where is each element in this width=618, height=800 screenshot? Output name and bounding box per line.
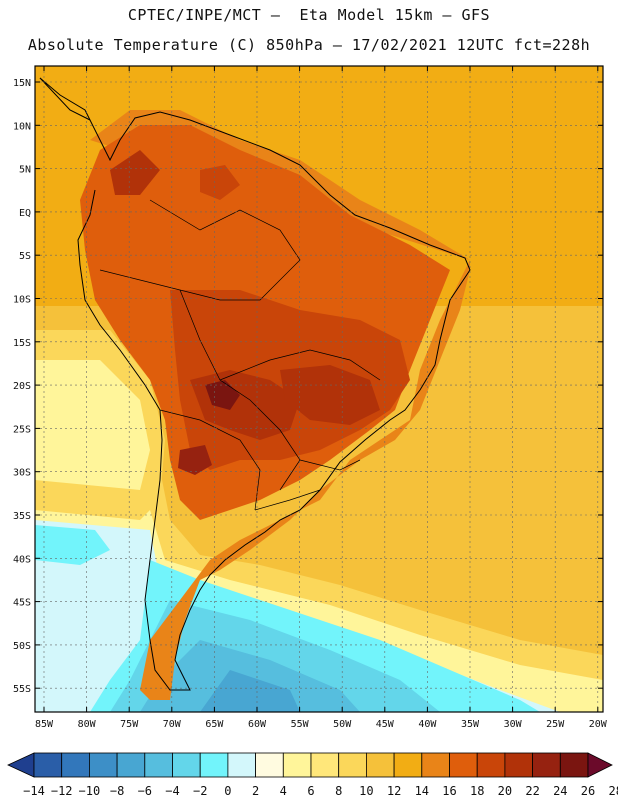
longitude-labels: 85W 80W 75W 70W 65W 60W 55W 50W 45W 40W 35W 30W 25W 2… — [35, 719, 608, 730]
lat-label: 55S — [13, 684, 31, 695]
lon-label: 80W — [78, 719, 97, 730]
colorbar-label: 2 — [252, 784, 259, 798]
lat-label: 5S — [19, 251, 31, 262]
lat-label: 10S — [13, 295, 31, 306]
lat-label: 15S — [13, 338, 31, 349]
colorbar-labels: −14 −12 −10 −8 −6 −4 −2 0 2 4 6 8 10 12 14 16 18 20 22 24 26… — [23, 784, 618, 798]
colorbar-min-arrow — [7, 752, 35, 778]
colorbar-label: −12 — [51, 784, 73, 798]
colorbar-label: 8 — [335, 784, 342, 798]
colorbar-label: −14 — [23, 784, 45, 798]
temperature-field — [35, 66, 603, 712]
colorbar-label: 20 — [498, 784, 512, 798]
colorbar-label: 6 — [307, 784, 314, 798]
lon-label: 85W — [35, 719, 54, 730]
lon-label: 20W — [589, 719, 608, 730]
colorbar-label: 24 — [553, 784, 567, 798]
lat-label: 40S — [13, 554, 31, 565]
lat-label: 10N — [13, 121, 31, 132]
colorbar-label: −10 — [79, 784, 101, 798]
lon-label: 65W — [205, 719, 224, 730]
lat-label: 5N — [19, 165, 31, 176]
colorbar-swatch — [227, 752, 256, 778]
colorbar — [7, 752, 613, 778]
lon-label: 30W — [504, 719, 523, 730]
map-title-line2: Absolute Temperature (C) 850hPa – 17/02/… — [27, 36, 591, 54]
colorbar-label: 26 — [581, 784, 595, 798]
lon-label: 55W — [291, 719, 310, 730]
lat-label: 30S — [13, 468, 31, 479]
axis-ticks — [35, 66, 603, 712]
colorbar-swatch — [310, 752, 340, 778]
colorbar-swatch — [172, 752, 201, 778]
colorbar-swatch — [144, 752, 173, 778]
lon-label: 35W — [461, 719, 480, 730]
colorbar-label: 12 — [387, 784, 401, 798]
colorbar-swatch — [282, 752, 312, 778]
colorbar-label: 4 — [280, 784, 287, 798]
lon-label: 45W — [376, 719, 395, 730]
coastlines — [39, 77, 471, 691]
colorbar-swatch — [89, 752, 118, 778]
colorbar-label: −8 — [110, 784, 124, 798]
colorbar-swatch — [116, 752, 146, 778]
colorbar-label: 28 — [608, 784, 618, 798]
colorbar-swatch — [504, 752, 533, 778]
colorbar-swatch — [338, 752, 367, 778]
map-title-line1: CPTEC/INPE/MCT – Eta Model 15km – GFS — [127, 6, 491, 24]
lat-label: 20S — [13, 381, 31, 392]
colorbar-label: 18 — [470, 784, 484, 798]
lon-label: 40W — [418, 719, 437, 730]
plot-frame — [34, 65, 604, 713]
colorbar-swatch — [559, 752, 589, 778]
colorbar-label: 22 — [525, 784, 539, 798]
colorbar-swatch — [365, 752, 395, 778]
lon-label: 50W — [333, 719, 352, 730]
colorbar-swatch — [476, 752, 506, 778]
lon-label: 70W — [163, 719, 182, 730]
lat-label: 25S — [13, 424, 31, 435]
colorbar-swatch — [33, 752, 63, 778]
colorbar-label: −6 — [138, 784, 152, 798]
colorbar-label: 10 — [359, 784, 373, 798]
colorbar-swatch — [421, 752, 450, 778]
colorbar-label: −2 — [193, 784, 207, 798]
lat-label: 45S — [13, 598, 31, 609]
country-borders — [99, 199, 381, 511]
lat-label: 15N — [13, 78, 31, 89]
lon-label: 25W — [546, 719, 565, 730]
lat-label: EQ — [19, 208, 31, 219]
latitude-labels: 15N 10N 5N EQ 5S 10S 15S 20S 25S 30S 35S 40S 45S 50S 5… — [13, 78, 31, 695]
colorbar-swatch — [393, 752, 423, 778]
colorbar-swatch — [532, 752, 561, 778]
lon-label: 60W — [248, 719, 267, 730]
lat-label: 50S — [13, 641, 31, 652]
colorbar-swatch — [199, 752, 229, 778]
lat-label: 35S — [13, 511, 31, 522]
lon-label: 75W — [120, 719, 139, 730]
colorbar-swatch — [61, 752, 90, 778]
colorbar-swatch — [255, 752, 284, 778]
colorbar-label: 16 — [442, 784, 456, 798]
colorbar-label: 0 — [224, 784, 231, 798]
colorbar-max-arrow — [587, 752, 613, 778]
colorbar-label: −4 — [165, 784, 179, 798]
colorbar-swatch — [449, 752, 478, 778]
colorbar-label: 14 — [415, 784, 429, 798]
